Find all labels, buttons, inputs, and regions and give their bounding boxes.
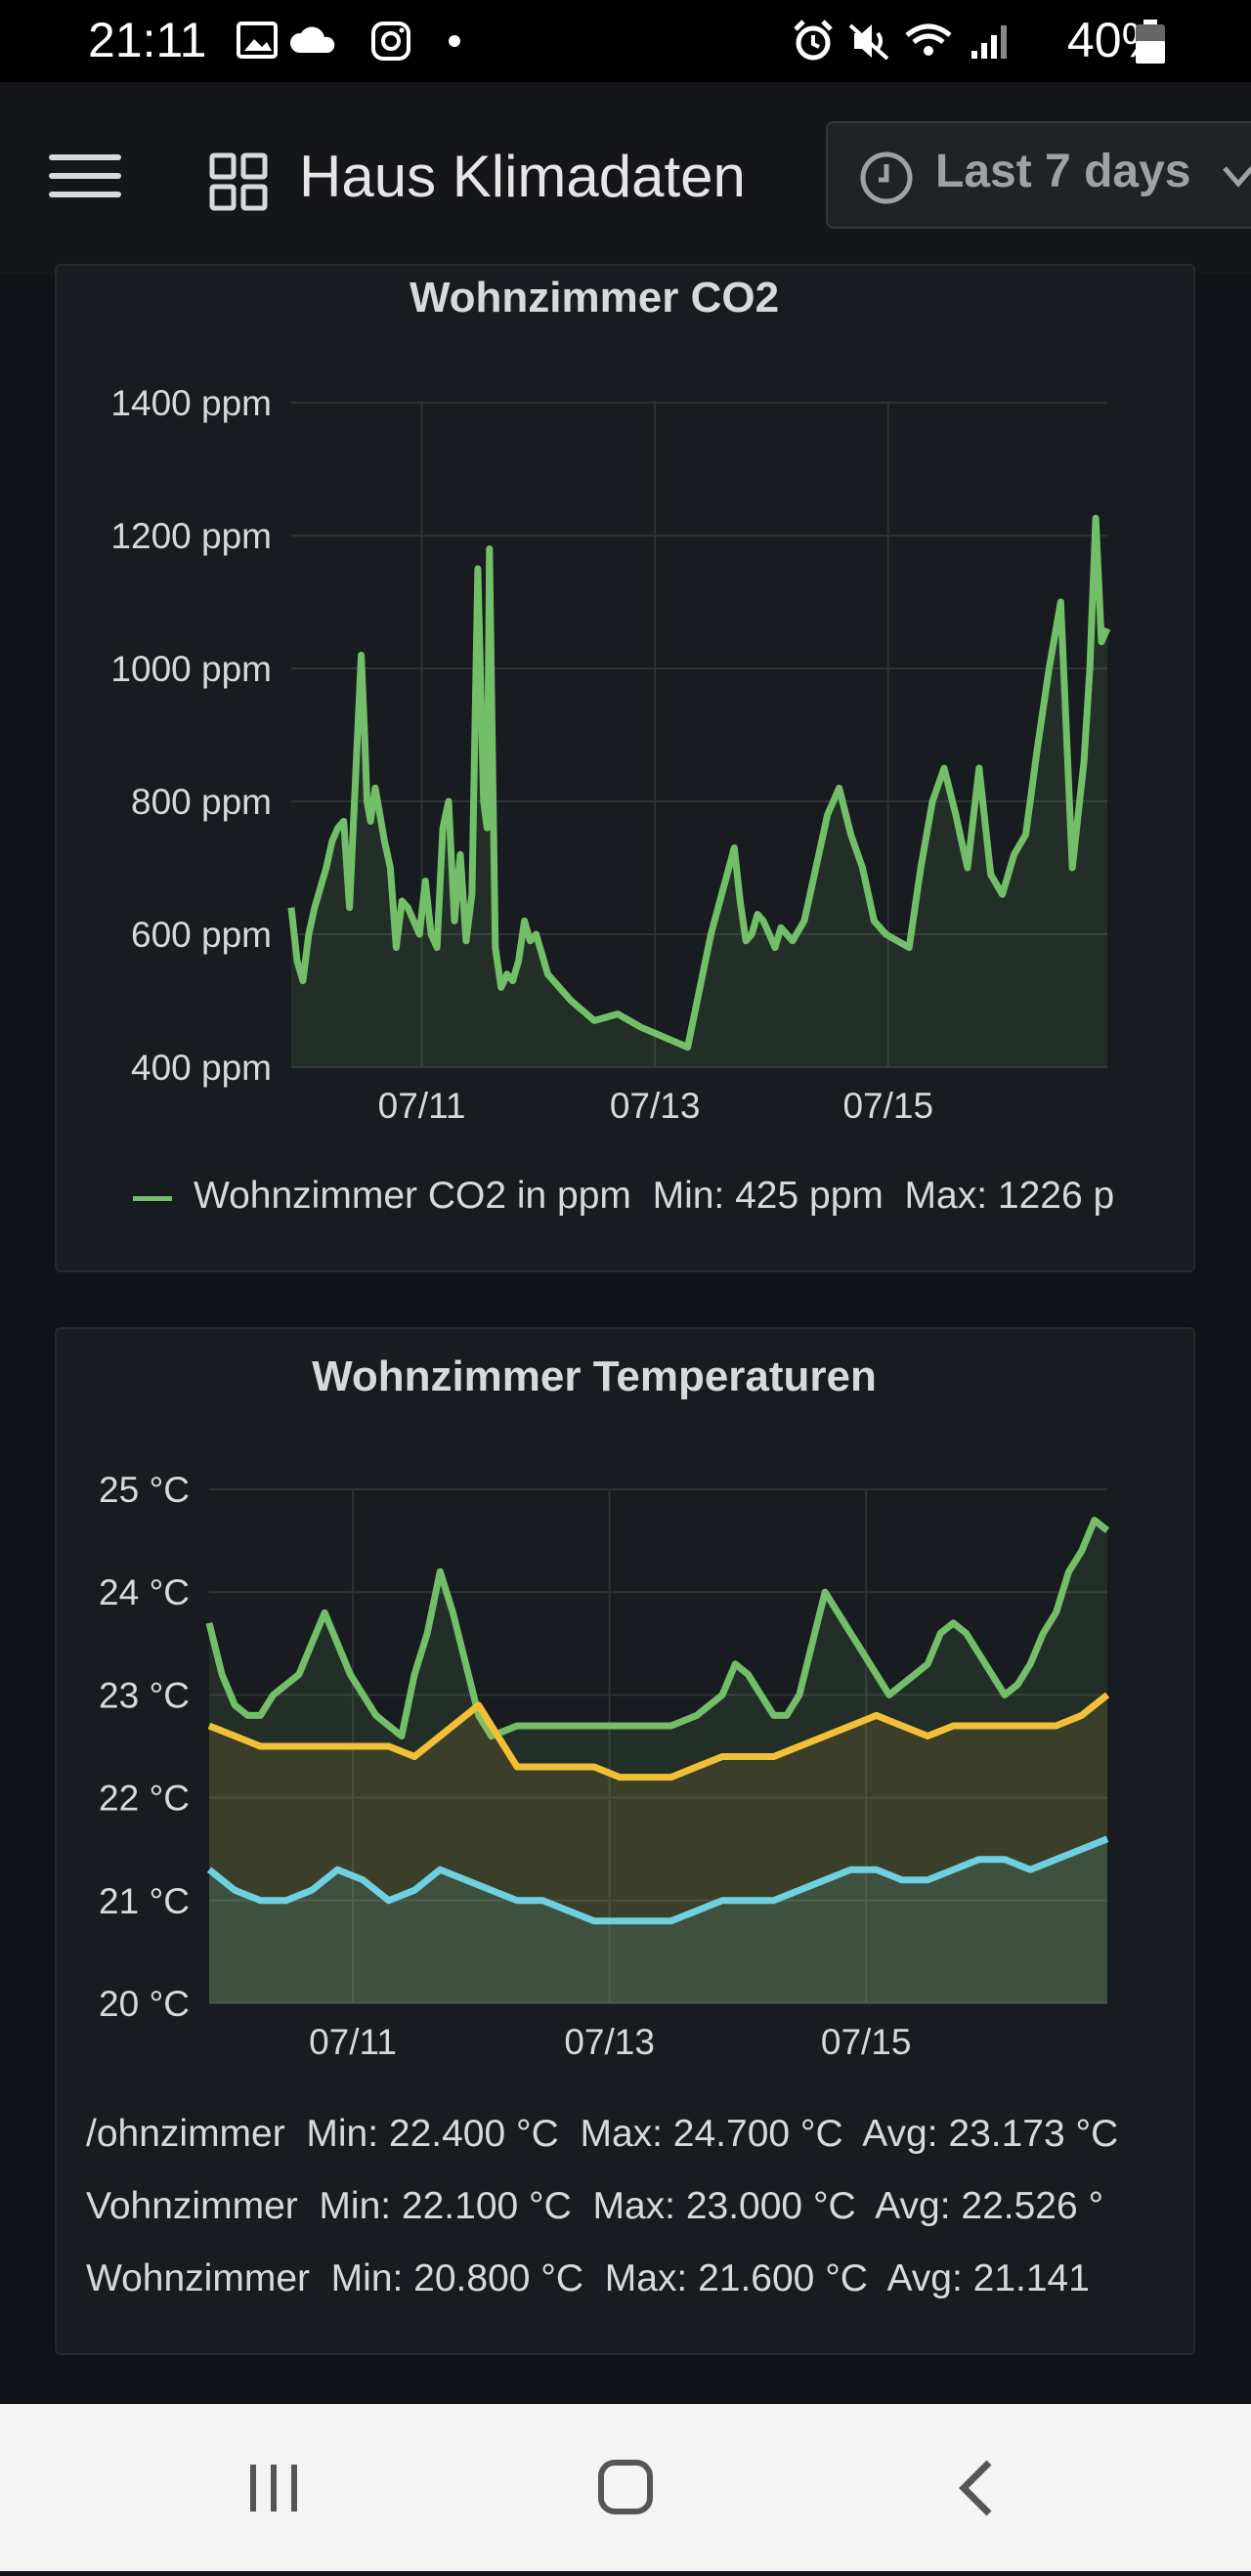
y-axis-tick-label: 22 °C bbox=[99, 1779, 190, 1819]
y-axis-tick-label: 1000 ppm bbox=[110, 649, 272, 689]
image-icon bbox=[237, 21, 278, 59]
chevron-down-icon bbox=[1223, 166, 1251, 188]
y-axis-tick-label: 23 °C bbox=[99, 1675, 190, 1715]
panel-title: Wohnzimmer Temperaturen bbox=[312, 1352, 877, 1400]
y-axis-tick-label: 1200 ppm bbox=[110, 516, 272, 556]
legend-item[interactable]: /ohnzimmer Min: 22.400 °C Max: 24.700 °C… bbox=[86, 2113, 1119, 2155]
panel-title: Wohnzimmer CO2 bbox=[409, 274, 780, 322]
status-left-icons bbox=[237, 20, 461, 67]
x-axis-tick-label: 07/11 bbox=[309, 2022, 397, 2062]
x-axis-tick-label: 07/13 bbox=[610, 1086, 701, 1126]
legend-item[interactable]: Vohnzimmer Min: 22.100 °C Max: 23.000 °C… bbox=[86, 2185, 1104, 2227]
time-range-picker[interactable]: Last 7 days bbox=[826, 121, 1251, 229]
y-axis-tick-label: 20 °C bbox=[99, 1984, 190, 2024]
recent-apps-icon[interactable] bbox=[176, 2404, 371, 2571]
status-bar: 21:11 bbox=[0, 0, 1251, 82]
y-axis-tick-label: 600 ppm bbox=[131, 915, 272, 955]
android-nav-bar bbox=[0, 2404, 1251, 2571]
mute-icon bbox=[848, 23, 889, 61]
x-axis-tick-label: 07/11 bbox=[378, 1086, 466, 1126]
status-right-icons bbox=[790, 18, 1024, 69]
alarm-icon bbox=[794, 20, 833, 61]
legend-item[interactable]: Wohnzimmer Min: 20.800 °C Max: 21.600 °C… bbox=[86, 2257, 1090, 2299]
signal-icon bbox=[971, 25, 1007, 59]
cloud-icon bbox=[289, 26, 335, 53]
x-axis-tick-label: 07/13 bbox=[564, 2022, 655, 2062]
back-icon[interactable] bbox=[880, 2404, 1075, 2571]
dashboard-title[interactable]: Haus Klimadaten bbox=[299, 144, 746, 209]
co2-panel[interactable]: Wohnzimmer CO2 1400 ppm 1200 ppm 1000 ppm 8… bbox=[55, 264, 1195, 1272]
series-line[interactable] bbox=[206, 1835, 1109, 1925]
y-axis-tick-label: 400 ppm bbox=[131, 1048, 272, 1088]
instagram-icon bbox=[371, 21, 410, 61]
x-axis-tick-label: 07/15 bbox=[821, 2022, 912, 2062]
y-axis-tick-label: 25 °C bbox=[99, 1470, 190, 1510]
series-line[interactable] bbox=[207, 1692, 1110, 1782]
y-axis-tick-label: 1400 ppm bbox=[110, 383, 272, 423]
temperature-panel[interactable]: Wohnzimmer Temperaturen 25 °C 24 °C 23 °C 2… bbox=[55, 1327, 1195, 2355]
legend-item[interactable]: Wohnzimmer CO2 in ppm Min: 425 ppm Max: … bbox=[194, 1175, 1115, 1217]
hamburger-menu-icon[interactable] bbox=[49, 154, 121, 197]
series-area bbox=[291, 518, 1107, 1067]
y-axis-tick-label: 21 °C bbox=[99, 1881, 190, 1921]
series-line[interactable] bbox=[287, 514, 1111, 1052]
y-axis-tick-label: 24 °C bbox=[99, 1572, 190, 1612]
x-axis-tick-label: 07/15 bbox=[842, 1086, 933, 1126]
wifi-icon bbox=[905, 23, 952, 56]
time-range-label: Last 7 days bbox=[935, 146, 1191, 197]
legend-color-marker bbox=[133, 1196, 172, 1201]
dot-icon bbox=[449, 35, 460, 47]
y-axis-tick-label: 800 ppm bbox=[131, 782, 272, 822]
co2-chart[interactable]: 1400 ppm 1200 ppm 1000 ppm 800 ppm 600 ppm 40… bbox=[57, 266, 1195, 1165]
series-area bbox=[209, 1695, 1107, 2003]
status-time: 21:11 bbox=[88, 13, 207, 67]
clock-icon bbox=[860, 151, 913, 204]
temperature-chart[interactable]: 25 °C 24 °C 23 °C 22 °C 21 °C 20 °C 07/11 07/13… bbox=[57, 1329, 1195, 2091]
series-area bbox=[209, 1520, 1107, 2003]
dashboard-grid-icon bbox=[209, 152, 268, 211]
series-line[interactable] bbox=[205, 1517, 1110, 1739]
home-icon[interactable] bbox=[528, 2404, 723, 2571]
battery-icon bbox=[1136, 20, 1165, 64]
